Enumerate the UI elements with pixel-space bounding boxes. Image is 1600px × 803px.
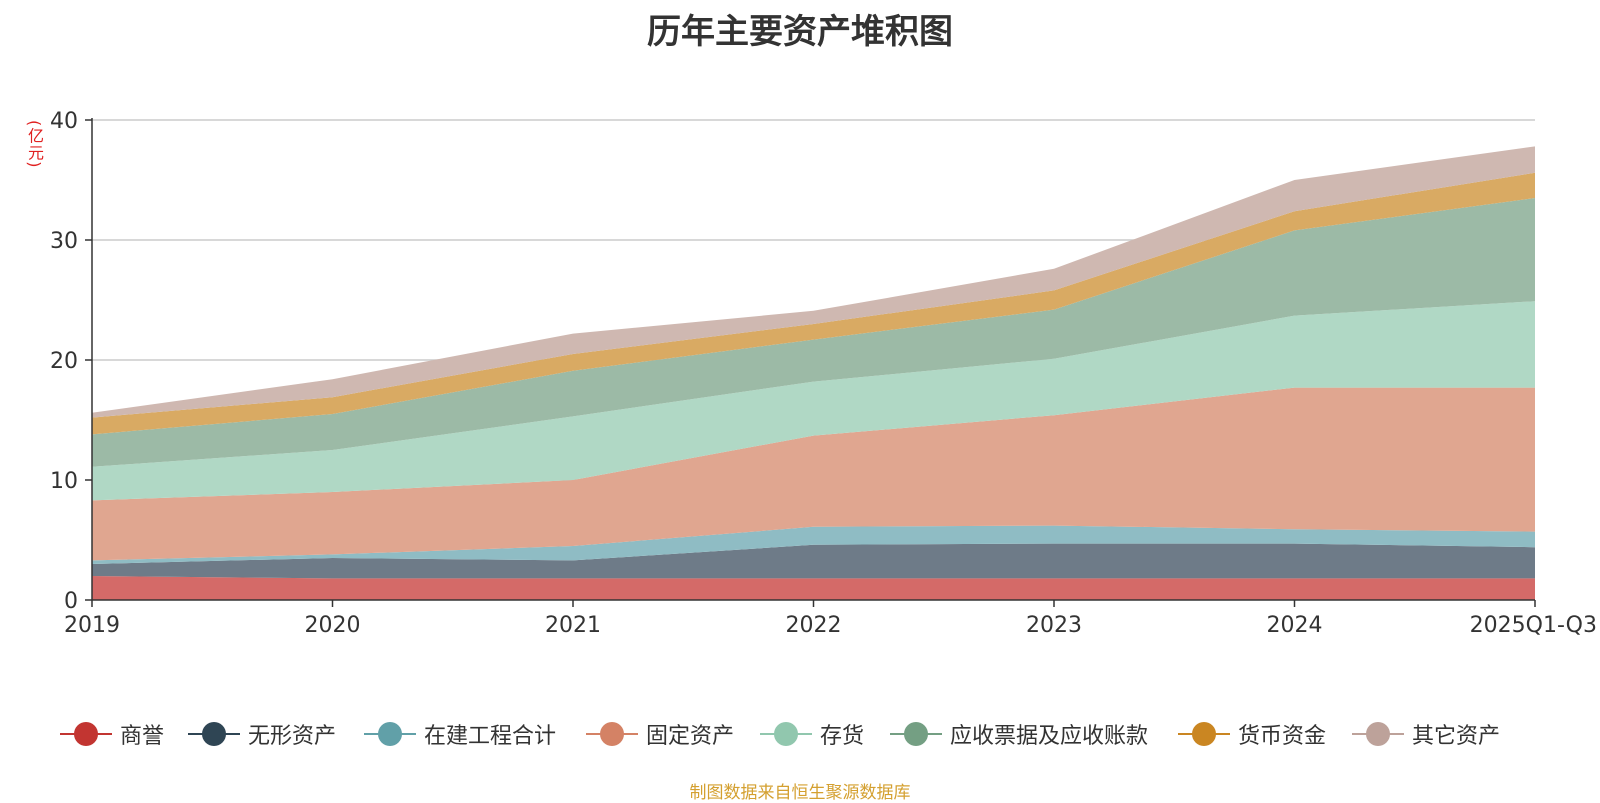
y-axis-unit-label: (亿元) [25, 120, 44, 169]
legend-item-7[interactable]: 货币资金 [1178, 716, 1326, 752]
legend-label: 无形资产 [248, 724, 337, 749]
legend-label: 在建工程合计 [424, 724, 557, 749]
legend-item-6[interactable]: 应收票据及应收账款 [890, 716, 1148, 752]
area-series-2[interactable] [92, 543, 1535, 579]
x-tick-label: 2024 [1267, 613, 1323, 638]
legend-item-8[interactable]: 其它资产 [1352, 716, 1500, 752]
x-tick-label: 2025Q1-Q3 [1470, 613, 1597, 638]
x-tick-label: 2020 [305, 613, 361, 638]
legend-item-4[interactable]: 固定资产 [586, 716, 734, 752]
axes: 0 10 20 30 40 2019 2020 2021 2022 2023 2024 2025Q1-… [50, 109, 1597, 638]
area-series [92, 146, 1535, 600]
legend-swatch-icon [60, 719, 112, 749]
legend-swatch-icon [1178, 719, 1230, 749]
legend-label: 其它资产 [1412, 724, 1501, 749]
legend-swatch-icon [188, 719, 240, 749]
x-tick-label: 2022 [786, 613, 842, 638]
area-series-7[interactable] [92, 172, 1535, 435]
chart-title: 历年主要资产堆积图 [647, 12, 953, 52]
legend-item-1[interactable]: 商誉 [60, 716, 164, 752]
legend-item-2[interactable]: 无形资产 [188, 716, 336, 752]
legend-swatch-icon [586, 719, 638, 749]
legend-label: 固定资产 [646, 724, 735, 749]
area-series-3[interactable] [92, 525, 1535, 564]
area-series-6[interactable] [92, 198, 1535, 467]
legend-label: 存货 [820, 724, 865, 749]
x-tick-label: 2023 [1026, 613, 1082, 638]
area-series-5[interactable] [92, 301, 1535, 501]
y-tick-label: 0 [64, 589, 78, 614]
area-series-4[interactable] [92, 387, 1535, 561]
legend-swatch-icon [364, 719, 416, 749]
legend-label: 商誉 [120, 724, 165, 749]
y-tick-label: 40 [50, 109, 78, 134]
legend: 商誉 无形资产 在建工程合计 固定资产 存货 应收票据及应收账款 货币资金 其它资产 [60, 716, 1540, 752]
legend-swatch-icon [1352, 719, 1404, 749]
legend-swatch-icon [760, 719, 812, 749]
legend-item-3[interactable]: 在建工程合计 [364, 716, 556, 752]
y-tick-label: 20 [50, 349, 78, 374]
source-note: 制图数据来自恒生聚源数据库 [689, 783, 911, 803]
legend-item-5[interactable]: 存货 [760, 716, 864, 752]
x-tick-label: 2021 [545, 613, 601, 638]
legend-label: 货币资金 [1238, 724, 1327, 749]
area-series-8[interactable] [92, 146, 1535, 418]
area-series-1[interactable] [92, 576, 1535, 600]
legend-swatch-icon [890, 719, 942, 749]
x-tick-label: 2019 [64, 613, 120, 638]
legend-label: 应收票据及应收账款 [950, 724, 1149, 749]
y-tick-label: 30 [50, 229, 78, 254]
y-tick-label: 10 [50, 469, 78, 494]
